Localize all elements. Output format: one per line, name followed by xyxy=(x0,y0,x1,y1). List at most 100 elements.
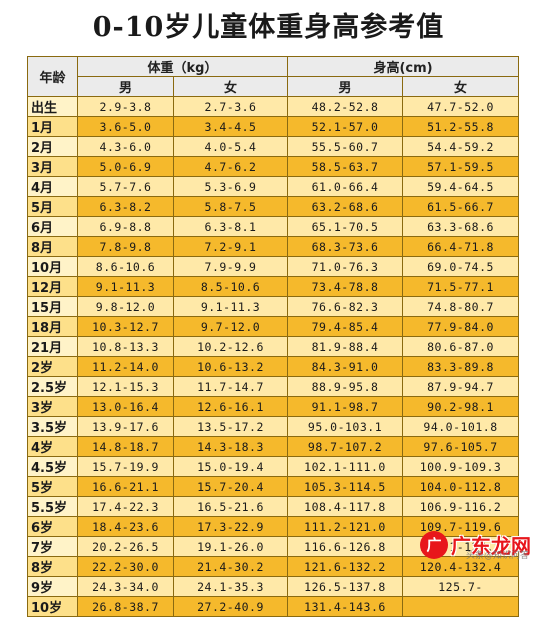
height-female-cell: 94.0-101.8 xyxy=(402,416,520,437)
height-female-cell: 80.6-87.0 xyxy=(402,336,520,357)
table-row: 1月 3.6-5.0 3.4-4.5 52.1-57.0 51.2-55.8 xyxy=(27,116,520,137)
age-cell: 9岁 xyxy=(27,576,78,597)
reference-table: 年龄 体重（kg） 身高(cm) 男 女 男 女 出生 2.9-3.8 2.7-3.… xyxy=(27,56,520,617)
height-male-cell: 131.4-143.6 xyxy=(287,596,404,617)
table-row: 2.5岁 12.1-15.3 11.7-14.7 88.9-95.8 87.9-94.7 xyxy=(27,376,520,397)
header-weight-female: 女 xyxy=(172,76,289,97)
age-cell: 7岁 xyxy=(27,536,78,557)
height-male-cell: 126.5-137.8 xyxy=(287,576,404,597)
age-cell: 15月 xyxy=(27,296,78,317)
weight-female-cell: 7.9-9.9 xyxy=(172,256,289,277)
table-row: 3.5岁 13.9-17.6 13.5-17.2 95.0-103.1 94.0-101… xyxy=(27,416,520,437)
height-male-cell: 76.6-82.3 xyxy=(287,296,404,317)
weight-female-cell: 13.5-17.2 xyxy=(172,416,289,437)
weight-male-cell: 12.1-15.3 xyxy=(77,376,174,397)
weight-male-cell: 5.7-7.6 xyxy=(77,176,174,197)
weight-male-cell: 24.3-34.0 xyxy=(77,576,174,597)
age-cell: 21月 xyxy=(27,336,78,357)
header-weight-male: 男 xyxy=(77,76,174,97)
weight-female-cell: 6.3-8.1 xyxy=(172,216,289,237)
height-male-cell: 79.4-85.4 xyxy=(287,316,404,337)
age-cell: 10岁 xyxy=(27,596,78,617)
height-male-cell: 71.0-76.3 xyxy=(287,256,404,277)
weight-female-cell: 27.2-40.9 xyxy=(172,596,289,617)
height-male-cell: 55.5-60.7 xyxy=(287,136,404,157)
height-male-cell: 105.3-114.5 xyxy=(287,476,404,497)
height-female-cell: 59.4-64.5 xyxy=(402,176,520,197)
height-female-cell: 83.3-89.8 xyxy=(402,356,520,377)
age-cell: 8岁 xyxy=(27,556,78,577)
age-cell: 4岁 xyxy=(27,436,78,457)
height-female-cell xyxy=(402,596,520,617)
table-row: 5月 6.3-8.2 5.8-7.5 63.2-68.6 61.5-66.7 xyxy=(27,196,520,217)
weight-female-cell: 9.7-12.0 xyxy=(172,316,289,337)
weight-male-cell: 8.6-10.6 xyxy=(77,256,174,277)
weight-female-cell: 21.4-30.2 xyxy=(172,556,289,577)
age-cell: 3岁 xyxy=(27,396,78,417)
weight-male-cell: 11.2-14.0 xyxy=(77,356,174,377)
table-row: 8月 7.8-9.8 7.2-9.1 68.3-73.6 66.4-71.8 xyxy=(27,236,520,257)
header-weight: 体重（kg） xyxy=(76,56,289,77)
height-female-cell: 125.7- xyxy=(402,576,520,597)
height-female-cell: 104.0-112.8 xyxy=(402,476,520,497)
height-male-cell: 63.2-68.6 xyxy=(287,196,404,217)
header-age: 年龄 xyxy=(27,56,78,97)
weight-female-cell: 4.7-6.2 xyxy=(172,156,289,177)
height-male-cell: 65.1-70.5 xyxy=(287,216,404,237)
age-cell: 2岁 xyxy=(27,356,78,377)
weight-female-cell: 14.3-18.3 xyxy=(172,436,289,457)
age-cell: 2月 xyxy=(27,136,78,157)
table-row: 5.5岁 17.4-22.3 16.5-21.6 108.4-117.8 106.9-1… xyxy=(27,496,520,517)
age-cell: 2.5岁 xyxy=(27,376,78,397)
weight-male-cell: 2.9-3.8 xyxy=(77,96,174,117)
weight-male-cell: 6.3-8.2 xyxy=(77,196,174,217)
height-male-cell: 84.3-91.0 xyxy=(287,356,404,377)
weight-female-cell: 4.0-5.4 xyxy=(172,136,289,157)
weight-female-cell: 10.2-12.6 xyxy=(172,336,289,357)
weight-male-cell: 10.8-13.3 xyxy=(77,336,174,357)
weight-female-cell: 2.7-3.6 xyxy=(172,96,289,117)
age-cell: 18月 xyxy=(27,316,78,337)
table-row: 3岁 13.0-16.4 12.6-16.1 91.1-98.7 90.2-98.1 xyxy=(27,396,520,417)
age-cell: 5月 xyxy=(27,196,78,217)
header-height-female: 女 xyxy=(402,76,520,97)
weight-female-cell: 7.2-9.1 xyxy=(172,236,289,257)
height-male-cell: 116.6-126.8 xyxy=(287,536,404,557)
weight-male-cell: 18.4-23.6 xyxy=(77,516,174,537)
height-male-cell: 102.1-111.0 xyxy=(287,456,404,477)
weight-male-cell: 5.0-6.9 xyxy=(77,156,174,177)
watermark-text: 广东龙网 xyxy=(451,534,531,558)
weight-female-cell: 16.5-21.6 xyxy=(172,496,289,517)
height-female-cell: 57.1-59.5 xyxy=(402,156,520,177)
page-title: 0-10岁儿童体重身高参考值 xyxy=(92,12,445,43)
height-male-cell: 121.6-132.2 xyxy=(287,556,404,577)
table-row: 10岁 26.8-38.7 27.2-40.9 131.4-143.6 xyxy=(27,596,520,617)
weight-male-cell: 26.8-38.7 xyxy=(77,596,174,617)
height-male-cell: 61.0-66.4 xyxy=(287,176,404,197)
age-cell: 1月 xyxy=(27,116,78,137)
height-female-cell: 77.9-84.0 xyxy=(402,316,520,337)
table-row: 6月 6.9-8.8 6.3-8.1 65.1-70.5 63.3-68.6 xyxy=(27,216,520,237)
weight-female-cell: 5.8-7.5 xyxy=(172,196,289,217)
table-row: 4月 5.7-7.6 5.3-6.9 61.0-66.4 59.4-64.5 xyxy=(27,176,520,197)
height-male-cell: 73.4-78.8 xyxy=(287,276,404,297)
weight-female-cell: 11.7-14.7 xyxy=(172,376,289,397)
weight-female-cell: 3.4-4.5 xyxy=(172,116,289,137)
height-male-cell: 48.2-52.8 xyxy=(287,96,404,117)
weight-female-cell: 19.1-26.0 xyxy=(172,536,289,557)
height-male-cell: 108.4-117.8 xyxy=(287,496,404,517)
height-female-cell: 106.9-116.2 xyxy=(402,496,520,517)
table-row: 18月 10.3-12.7 9.7-12.0 79.4-85.4 77.9-84.0 xyxy=(27,316,520,337)
watermark-sub: 头条@知识问答 xyxy=(465,551,529,561)
height-male-cell: 91.1-98.7 xyxy=(287,396,404,417)
watermark: 广 广东龙网 头条@知识问答 xyxy=(420,530,531,561)
table-row: 4岁 14.8-18.7 14.3-18.3 98.7-107.2 97.6-105.7 xyxy=(27,436,520,457)
weight-female-cell: 12.6-16.1 xyxy=(172,396,289,417)
height-male-cell: 68.3-73.6 xyxy=(287,236,404,257)
table-row: 15月 9.8-12.0 9.1-11.3 76.6-82.3 74.8-80.7 xyxy=(27,296,520,317)
weight-female-cell: 10.6-13.2 xyxy=(172,356,289,377)
height-female-cell: 71.5-77.1 xyxy=(402,276,520,297)
table-row: 9岁 24.3-34.0 24.1-35.3 126.5-137.8 125.7- xyxy=(27,576,520,597)
age-cell: 5岁 xyxy=(27,476,78,497)
table-row: 21月 10.8-13.3 10.2-12.6 81.9-88.4 80.6-87.0 xyxy=(27,336,520,357)
